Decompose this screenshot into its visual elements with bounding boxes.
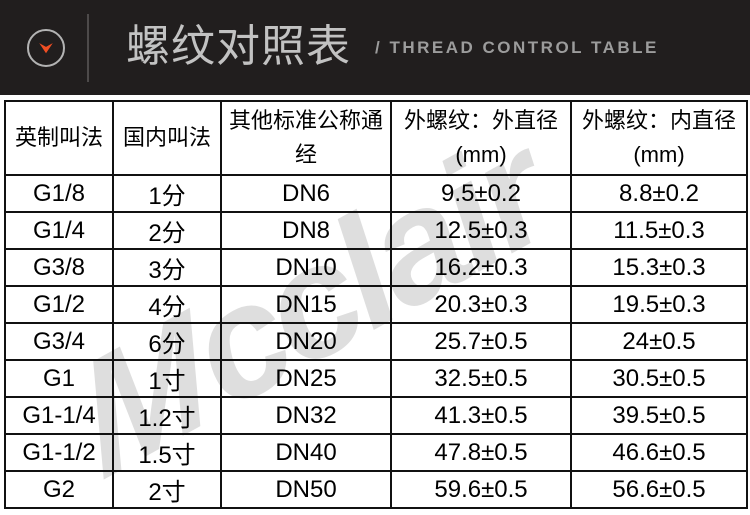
table-row: G2 2寸 DN50 59.6±0.5 56.6±0.5 <box>4 470 748 509</box>
table-cell: 1寸 <box>112 359 222 398</box>
table-cell: 41.3±0.5 <box>390 396 572 435</box>
table-cell: 15.3±0.3 <box>570 248 748 287</box>
thread-table: 英制叫法 国内叫法 其他标准公称通 经 外螺纹：外直径 (mm) 外螺纹：内直径… <box>4 100 748 509</box>
table-cell: G1-1/2 <box>4 433 114 472</box>
table-cell: 4分 <box>112 285 222 324</box>
brand-icon <box>27 29 65 67</box>
table-row: G1 1寸 DN25 32.5±0.5 30.5±0.5 <box>4 359 748 398</box>
table-cell: 32.5±0.5 <box>390 359 572 398</box>
table-cell: 1分 <box>112 174 222 213</box>
table-cell: 39.5±0.5 <box>570 396 748 435</box>
page-subtitle: / THREAD CONTROL TABLE <box>375 38 659 57</box>
page-title: 螺纹对照表 <box>126 22 351 71</box>
table-cell: 12.5±0.3 <box>390 211 572 250</box>
table-cell: G3/4 <box>4 322 114 361</box>
table-cell: DN6 <box>220 174 392 213</box>
table-cell: DN25 <box>220 359 392 398</box>
table-cell: 25.7±0.5 <box>390 322 572 361</box>
table-cell: 20.3±0.3 <box>390 285 572 324</box>
table-cell: 6分 <box>112 322 222 361</box>
column-header-domestic: 国内叫法 <box>112 100 222 176</box>
table-row: G1/8 1分 DN6 9.5±0.2 8.8±0.2 <box>4 174 748 213</box>
table-cell: 24±0.5 <box>570 322 748 361</box>
table-cell: DN32 <box>220 396 392 435</box>
column-header-outer-dia: 外螺纹：外直径 (mm) <box>390 100 572 176</box>
table-cell: 2分 <box>112 211 222 250</box>
table-row: G3/4 6分 DN20 25.7±0.5 24±0.5 <box>4 322 748 361</box>
table-cell: G1/2 <box>4 285 114 324</box>
column-header-imperial: 英制叫法 <box>4 100 114 176</box>
down-arrow-icon <box>39 43 53 54</box>
table-row: G1/2 4分 DN15 20.3±0.3 19.5±0.3 <box>4 285 748 324</box>
table-cell: 46.6±0.5 <box>570 433 748 472</box>
table-cell: 8.8±0.2 <box>570 174 748 213</box>
table-cell: 19.5±0.3 <box>570 285 748 324</box>
table-row: G1-1/2 1.5寸 DN40 47.8±0.5 46.6±0.5 <box>4 433 748 472</box>
table-cell: DN15 <box>220 285 392 324</box>
table-cell: 16.2±0.3 <box>390 248 572 287</box>
table-cell: 59.6±0.5 <box>390 470 572 509</box>
table-cell: 47.8±0.5 <box>390 433 572 472</box>
table-cell: G3/8 <box>4 248 114 287</box>
table-cell: DN40 <box>220 433 392 472</box>
table-cell: G1-1/4 <box>4 396 114 435</box>
table-cell: DN50 <box>220 470 392 509</box>
banner-divider <box>87 14 89 82</box>
table-cell: 30.5±0.5 <box>570 359 748 398</box>
table-header-row: 英制叫法 国内叫法 其他标准公称通 经 外螺纹：外直径 (mm) 外螺纹：内直径… <box>4 100 748 176</box>
table-cell: DN10 <box>220 248 392 287</box>
table-row: G1/4 2分 DN8 12.5±0.3 11.5±0.3 <box>4 211 748 250</box>
table-cell: G1/4 <box>4 211 114 250</box>
banner: 螺纹对照表 / THREAD CONTROL TABLE <box>0 0 750 95</box>
column-header-inner-dia: 外螺纹：内直径 (mm) <box>570 100 748 176</box>
table-cell: G1 <box>4 359 114 398</box>
table-cell: 1.5寸 <box>112 433 222 472</box>
table-row: G1-1/4 1.2寸 DN32 41.3±0.5 39.5±0.5 <box>4 396 748 435</box>
table-cell: 56.6±0.5 <box>570 470 748 509</box>
table-cell: DN20 <box>220 322 392 361</box>
table-cell: 3分 <box>112 248 222 287</box>
table-cell: 2寸 <box>112 470 222 509</box>
table-cell: G2 <box>4 470 114 509</box>
table-cell: 1.2寸 <box>112 396 222 435</box>
table-cell: DN8 <box>220 211 392 250</box>
table-row: G3/8 3分 DN10 16.2±0.3 15.3±0.3 <box>4 248 748 287</box>
table-cell: G1/8 <box>4 174 114 213</box>
table-cell: 9.5±0.2 <box>390 174 572 213</box>
table-cell: 11.5±0.3 <box>570 211 748 250</box>
column-header-standard: 其他标准公称通 经 <box>220 100 392 176</box>
